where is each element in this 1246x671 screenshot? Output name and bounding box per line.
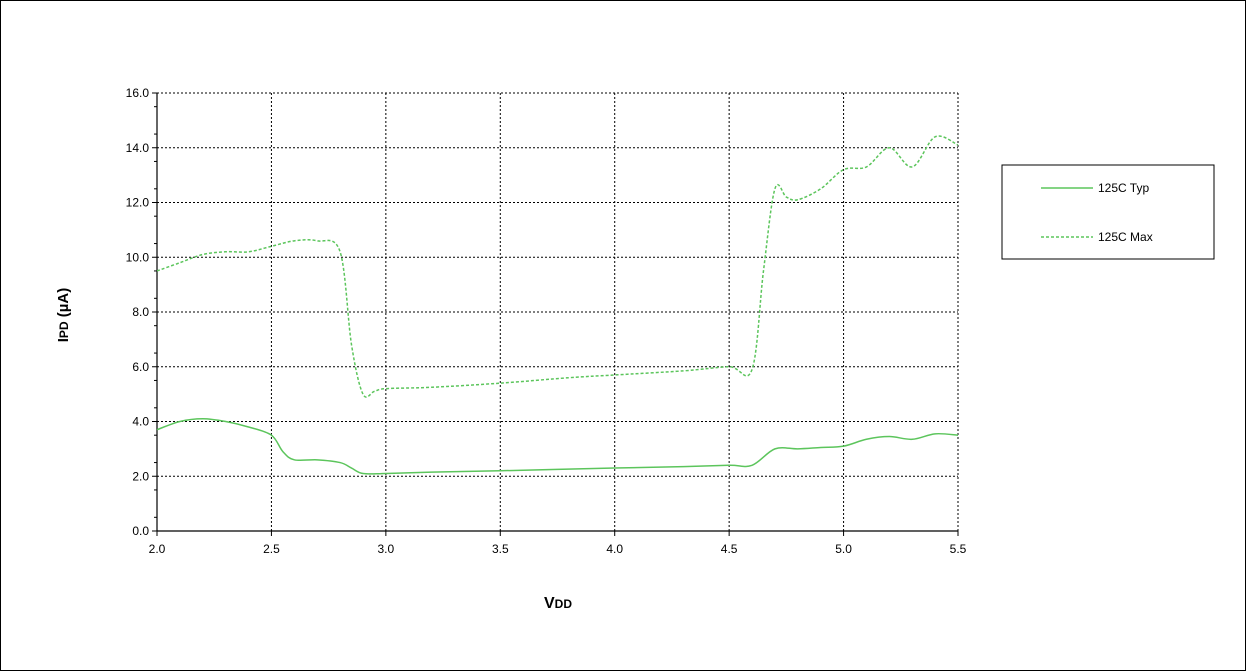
tick-labels: 2.0 2.5 3.0 3.5 4.0 4.5 5.0 5.50.02.04.06.08.01…: [126, 86, 967, 556]
y-tick-label: 16.0: [126, 86, 150, 100]
y-tick-label: 12.0: [126, 196, 150, 210]
y-tick-label: 0.0: [132, 524, 149, 538]
legend-label-max: 125C Max: [1098, 230, 1153, 244]
y-tick-label: 14.0: [126, 141, 150, 155]
x-tick-label: 5.5: [950, 542, 967, 556]
legend-label-typ: 125C Typ: [1098, 181, 1149, 195]
x-tick-label: 2.0: [149, 542, 166, 556]
legend-box: [1001, 164, 1215, 260]
x-tick-label: 3.0: [378, 542, 395, 556]
y-tick-label: 2.0: [132, 469, 149, 483]
x-axis-label: VDD: [544, 595, 572, 612]
series-line-125c-typ: [156, 418, 959, 475]
series-lines: [156, 135, 959, 475]
y-tick-label: 4.0: [132, 415, 149, 429]
minor-ticks: [154, 106, 157, 518]
legend: 125C Typ 125C Max: [1001, 164, 1215, 260]
x-tick-label: 2.5: [263, 542, 280, 556]
x-tick-label: 4.0: [606, 542, 623, 556]
y-tick-label: 10.0: [126, 250, 150, 264]
y-tick-label: 8.0: [132, 305, 149, 319]
grid-lines: [152, 92, 959, 536]
x-tick-label: 4.5: [721, 542, 738, 556]
y-tick-label: 6.0: [132, 360, 149, 374]
series-line-125c-max: [156, 135, 959, 398]
x-tick-label: 5.0: [835, 542, 852, 556]
x-tick-label: 3.5: [492, 542, 509, 556]
y-axis-label: IPD (µA): [55, 288, 72, 342]
